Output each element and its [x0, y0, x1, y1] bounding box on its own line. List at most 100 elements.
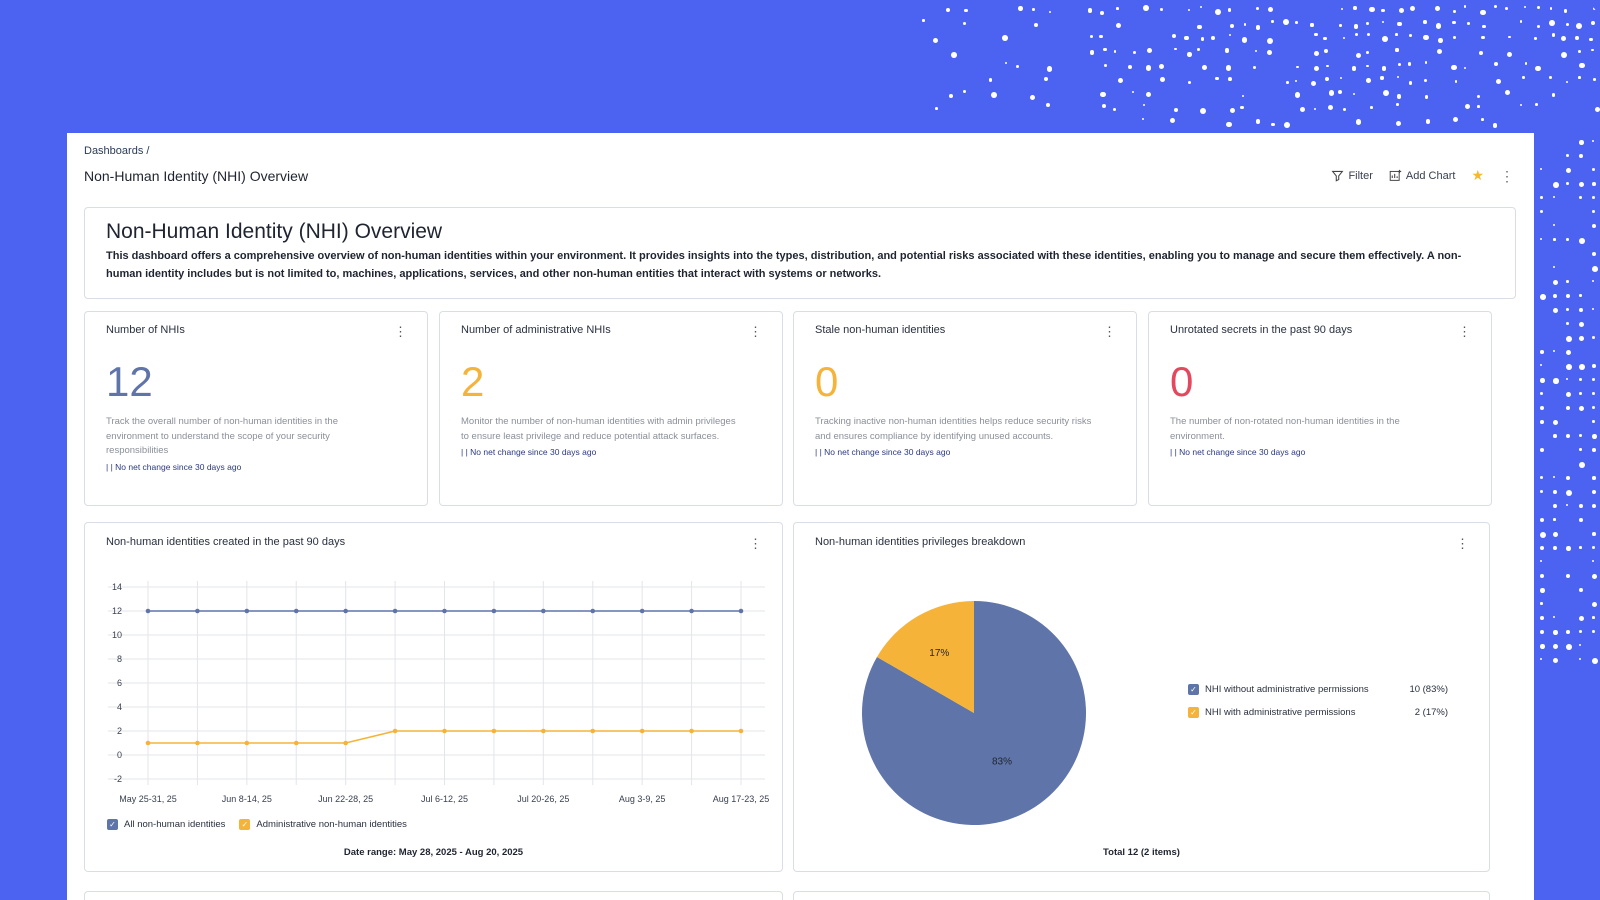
decorative-dot: [1553, 224, 1556, 227]
decorative-dot: [1540, 448, 1545, 453]
decorative-dot: [1575, 23, 1582, 30]
decorative-dot: [1592, 406, 1596, 410]
decorative-dot: [1579, 308, 1583, 312]
decorative-dot: [1477, 105, 1480, 108]
decorative-dot: [1229, 23, 1234, 28]
kpi-card-admin-nhis: Number of administrative NHIs ⋮ 2 Monito…: [439, 311, 783, 506]
add-chart-label: Add Chart: [1405, 169, 1456, 182]
decorative-dot: [1566, 350, 1572, 356]
legend-checkbox-admin[interactable]: ✓: [239, 819, 251, 830]
decorative-dot: [1592, 280, 1595, 283]
decorative-dot: [1381, 8, 1385, 13]
decorative-dot: [1592, 630, 1595, 633]
decorative-dot: [1214, 76, 1219, 81]
decorative-dot: [1553, 308, 1558, 313]
x-tick-label: Jun 8-14, 25: [222, 794, 272, 804]
decorative-dot: [1398, 7, 1405, 14]
y-tick-label: 0: [117, 750, 122, 760]
more-options-icon[interactable]: ⋮: [1500, 167, 1514, 184]
decorative-dot: [1323, 48, 1328, 53]
decorative-dot: [1592, 308, 1595, 311]
decorative-dot: [1592, 434, 1597, 439]
decorative-dot: [1127, 64, 1133, 70]
data-point: [442, 728, 447, 734]
kpi-card-nhis: Number of NHIs ⋮ 12 Track the overall nu…: [84, 311, 428, 506]
decorative-dot: [1283, 121, 1290, 128]
decorative-dot: [1199, 108, 1206, 115]
decorative-dot: [1228, 33, 1232, 36]
filter-label: Filter: [1348, 169, 1373, 182]
y-tick-label: 2: [117, 726, 122, 736]
decorative-dot: [1540, 294, 1546, 300]
decorative-dot: [1160, 76, 1165, 82]
decorative-dot: [1339, 23, 1343, 27]
decorative-dot: [1540, 420, 1544, 424]
decorative-dot: [1553, 196, 1556, 199]
decorative-dot: [1579, 140, 1584, 145]
filter-button[interactable]: Filter: [1331, 169, 1373, 182]
decorative-dot: [1395, 48, 1399, 52]
decorative-dot: [1355, 119, 1361, 125]
decorative-dot: [1553, 434, 1557, 438]
legend-checkbox-non-admin[interactable]: ✓: [1188, 684, 1199, 695]
decorative-dot: [1197, 24, 1202, 30]
data-point: [145, 740, 151, 746]
card-menu-icon[interactable]: ⋮: [749, 536, 762, 551]
decorative-dot: [1519, 20, 1523, 23]
data-point: [145, 608, 151, 614]
data-point: [442, 608, 447, 614]
data-point: [738, 608, 744, 614]
decorative-dot: [1032, 7, 1036, 11]
x-tick-label: Jul 20-26, 25: [517, 794, 569, 804]
decorative-dot: [1397, 21, 1402, 26]
card-menu-icon[interactable]: ⋮: [1456, 536, 1469, 551]
decorative-dot: [1540, 210, 1544, 214]
dashboard-panel: Dashboards / Non-Human Identity (NHI) Ov…: [67, 133, 1534, 900]
decorative-dot: [1523, 5, 1527, 9]
favorite-star-icon[interactable]: ★: [1471, 167, 1484, 183]
legend-checkbox-all[interactable]: ✓: [107, 819, 118, 830]
decorative-dot: [1436, 48, 1443, 55]
decorative-dot: [1592, 266, 1598, 272]
decorative-dot: [1579, 406, 1585, 412]
decorative-dot: [1310, 80, 1316, 86]
card-menu-icon[interactable]: ⋮: [394, 324, 407, 339]
decorative-dot: [1507, 35, 1511, 39]
decorative-dot: [1409, 5, 1415, 11]
y-tick-label: -2: [114, 774, 122, 784]
decorative-dot: [1173, 107, 1179, 113]
decorative-dot: [964, 8, 968, 13]
decorative-dot: [1540, 406, 1544, 410]
decorative-dot: [1540, 588, 1545, 593]
decorative-dot: [1197, 48, 1201, 52]
decorative-dot: [922, 19, 925, 22]
data-point: [689, 608, 694, 614]
legend-label-admin: Administrative non-human identities: [256, 819, 407, 830]
decorative-dot: [1592, 140, 1595, 143]
decorative-dot: [1592, 532, 1596, 536]
decorative-dot: [1100, 10, 1104, 15]
intro-card: Non-Human Identity (NHI) Overview This d…: [84, 207, 1516, 299]
decorative-dot: [1211, 35, 1215, 40]
kpi-description-text: The number of non-rotated non-human iden…: [1170, 416, 1400, 442]
legend-checkbox-admin[interactable]: ✓: [1188, 707, 1199, 718]
pie-chart-card: Non-human identities privileges breakdow…: [793, 522, 1490, 872]
x-tick-label: Jun 22-28, 25: [318, 794, 373, 804]
decorative-dot: [1566, 154, 1570, 158]
decorative-dot: [1553, 546, 1558, 551]
decorative-dot: [1366, 64, 1369, 68]
decorative-dot: [1561, 51, 1568, 58]
card-menu-icon[interactable]: ⋮: [749, 324, 762, 339]
next-card-left: [84, 891, 783, 900]
decorative-dot: [1579, 518, 1584, 523]
add-chart-button[interactable]: Add Chart: [1389, 169, 1456, 182]
decorative-dot: [1566, 294, 1570, 298]
card-menu-icon[interactable]: ⋮: [1458, 324, 1471, 339]
decorative-dot: [1267, 6, 1273, 12]
decorative-dot: [1254, 49, 1257, 53]
decorative-dot: [1227, 77, 1232, 82]
decorative-dot: [1171, 33, 1176, 38]
card-menu-icon[interactable]: ⋮: [1103, 324, 1116, 339]
decorative-dot: [1397, 63, 1401, 67]
breadcrumb[interactable]: Dashboards /: [84, 145, 150, 157]
